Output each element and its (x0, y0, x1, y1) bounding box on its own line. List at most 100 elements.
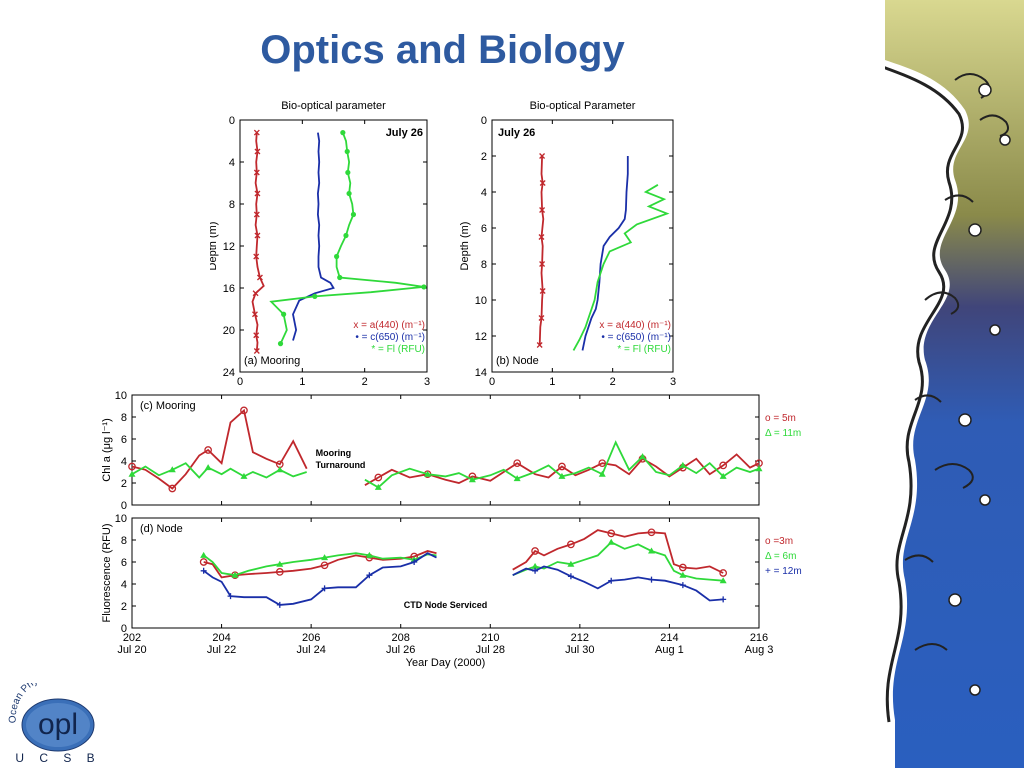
slide-title: Optics and Biology (260, 28, 625, 72)
x-tick-label: 0 (489, 376, 495, 386)
data-point (168, 484, 177, 493)
y-tick-label: 8 (481, 259, 487, 271)
data-point (679, 571, 687, 578)
y-tick-label: 0 (229, 115, 235, 127)
data-point (468, 476, 476, 483)
data-point (281, 311, 287, 317)
x-tick-label: 212 (571, 632, 589, 644)
y-axis-label: Depth (m) (210, 222, 219, 271)
data-point (648, 576, 655, 583)
y-tick-label: 14 (475, 367, 487, 379)
series-c(650) (581, 156, 629, 351)
data-point (598, 470, 606, 477)
y-tick-label: 10 (115, 513, 127, 525)
x-tick-label: 216 (750, 632, 768, 644)
legend-entry: + = 12m (765, 566, 802, 577)
data-point (538, 315, 545, 321)
data-point (513, 459, 522, 468)
data-point (539, 207, 546, 213)
x-tick-label: 1 (299, 376, 305, 386)
data-point (227, 593, 234, 600)
data-point (204, 446, 212, 454)
data-point (231, 571, 239, 578)
data-point (254, 190, 261, 197)
data-point (252, 290, 259, 297)
series-line (131, 408, 760, 490)
data-point (679, 563, 687, 572)
x-date-label: Jul 22 (207, 644, 236, 656)
y-axis-label: Chl a (μg l⁻¹) (101, 418, 113, 482)
y-tick-label: 24 (223, 367, 235, 379)
data-point (374, 483, 382, 490)
data-point (647, 528, 656, 537)
data-point (204, 464, 212, 471)
y-tick-label: 6 (481, 223, 487, 235)
data-point (679, 582, 686, 589)
logo-main-text: opl (38, 708, 78, 741)
x-date-label: Aug 1 (655, 644, 684, 656)
data-point (607, 538, 615, 545)
y-tick-label: 4 (481, 187, 487, 199)
series-a(440) (536, 153, 546, 348)
legend-entry: o = 5m (765, 413, 796, 424)
x-date-label: Jul 28 (476, 644, 505, 656)
data-point (567, 560, 575, 567)
annotation-text: CTD Node Serviced (404, 600, 488, 610)
data-point (513, 475, 521, 482)
plot-frame (491, 119, 674, 373)
y-tick-label: 2 (121, 478, 127, 490)
chart-c-mooring-chl: 0 2 4 6 8 10 Chl a (μg l⁻¹) (c) Mooring o = 5m Δ … (101, 390, 801, 512)
data-point (719, 577, 727, 584)
data-point (320, 561, 329, 570)
x-tick-label: 3 (670, 376, 676, 386)
x-date-label: Jul 24 (296, 644, 325, 656)
y-tick-label: 6 (121, 557, 127, 569)
legend-entry: • = c(650) (m⁻¹) (355, 332, 425, 343)
y-tick-label: 0 (121, 623, 127, 635)
legend-entry: Δ = 6m (765, 551, 796, 562)
legend-entry: x = a(440) (m⁻¹) (353, 320, 425, 331)
x-tick-label: 2 (610, 376, 616, 386)
data-point (648, 547, 656, 554)
x-tick-label: 3 (424, 376, 430, 386)
data-point (365, 551, 373, 558)
x-tick-label: 202 (123, 632, 141, 644)
data-point (531, 547, 539, 555)
data-point (199, 558, 208, 566)
y-tick-label: 4 (229, 157, 235, 169)
data-point (128, 462, 136, 471)
data-point (240, 406, 248, 415)
legend-entry: * = Fl (RFU) (371, 344, 425, 355)
logo-bottom-text: U C S B (15, 751, 100, 765)
x-tick-label: 206 (302, 632, 320, 644)
wave-decoration (885, 0, 1024, 768)
y-tick-label: 2 (481, 151, 487, 163)
data-point (567, 540, 575, 549)
data-point (536, 342, 543, 348)
data-point (567, 573, 574, 580)
legend-entry: x = a(440) (m⁻¹) (599, 320, 671, 331)
data-point (321, 554, 329, 561)
y-tick-label: 8 (121, 412, 127, 424)
data-point (608, 577, 615, 584)
data-point (558, 462, 566, 471)
opl-logo: Ocean Physics Lab opl U C S B (8, 683, 100, 765)
data-point (277, 341, 284, 347)
series-line (269, 132, 425, 345)
series-Fl (572, 184, 670, 351)
series-line (251, 132, 265, 352)
series-line (581, 156, 629, 351)
data-point (344, 148, 350, 155)
panel-label: (c) Mooring (140, 400, 196, 412)
data-point (345, 169, 351, 176)
series-line (538, 155, 545, 346)
y-tick-label: 2 (121, 601, 127, 613)
data-point (719, 461, 728, 470)
x-tick-label: 214 (660, 632, 678, 644)
x-tick-label: 204 (212, 632, 230, 644)
date-annotation: July 26 (386, 127, 423, 139)
data-point (343, 232, 349, 239)
legend-entry: Δ = 11m (765, 428, 801, 439)
data-point (639, 453, 647, 460)
data-point (340, 130, 346, 136)
